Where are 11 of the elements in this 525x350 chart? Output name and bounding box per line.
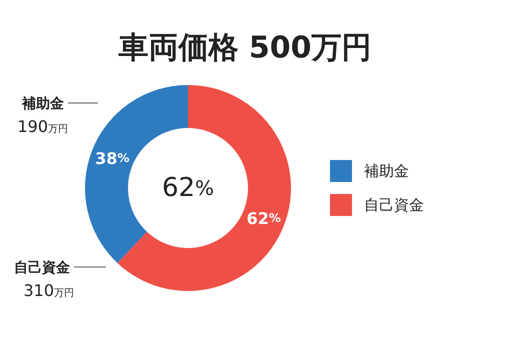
category-label: 自己資金 xyxy=(14,260,70,276)
data-label: 62% xyxy=(246,208,281,228)
legend-label: 自己資金 xyxy=(363,194,424,216)
data-label: 38% xyxy=(95,148,130,168)
donut-slice xyxy=(117,85,291,291)
chart-title: 車両価格 500万円 xyxy=(117,30,372,66)
text: 190万円 xyxy=(17,117,68,136)
slice-label: 補助金 xyxy=(21,95,65,112)
text: 310万円 xyxy=(23,281,74,300)
legend-label: 補助金 xyxy=(363,160,410,182)
text: 62% xyxy=(162,173,214,203)
